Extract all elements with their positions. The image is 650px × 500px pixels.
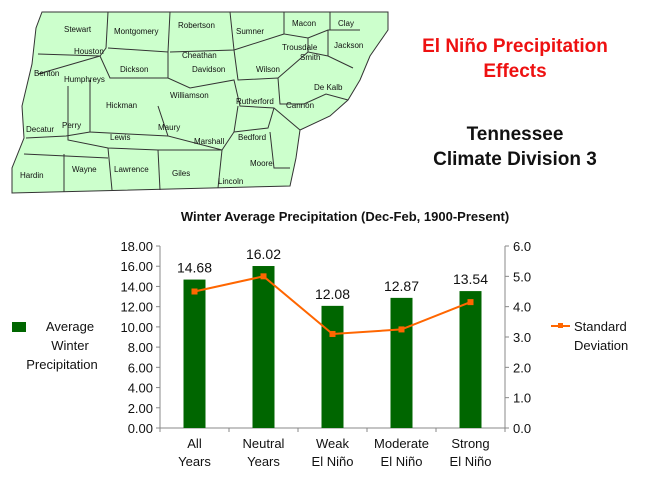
y-left-tick-label: 16.00	[120, 259, 153, 274]
county-label: Cheathan	[182, 51, 217, 60]
x-tick-label: Years	[247, 454, 280, 469]
legend-label-stddev: Standard	[574, 319, 627, 334]
chart-title: Winter Average Precipitation (Dec-Feb, 1…	[181, 209, 509, 224]
county-label: Humphreys	[64, 75, 105, 84]
series-point	[398, 326, 405, 333]
y-right-tick-label: 6.0	[513, 239, 531, 254]
y-left-tick-label: 4.00	[128, 381, 153, 396]
bar-value-label: 12.08	[315, 286, 350, 302]
bar-value-label: 14.68	[177, 260, 212, 276]
county-label: Lincoln	[218, 177, 243, 186]
bar-value-label: 13.54	[453, 271, 488, 287]
x-tick-label: El Niño	[312, 454, 354, 469]
x-tick-label: Moderate	[374, 436, 429, 451]
county-label: De Kalb	[314, 83, 343, 92]
legend-label-stddev: Deviation	[574, 338, 628, 353]
header-subtitle: Tennessee Climate Division 3	[400, 122, 630, 172]
y-right-tick-label: 2.0	[513, 360, 531, 375]
y-left-tick-label: 2.00	[128, 401, 153, 416]
series-point	[329, 330, 336, 337]
county-label: Moore	[250, 159, 273, 168]
map-borders	[23, 11, 360, 192]
y-left-tick-label: 14.00	[120, 279, 153, 294]
header-title-line2: Effects	[483, 61, 547, 82]
x-tick-label: All	[187, 436, 202, 451]
county-label: Lawrence	[114, 165, 149, 174]
series-point	[260, 273, 267, 280]
y-left-tick-label: 18.00	[120, 239, 153, 254]
header-subtitle-line1: Tennessee	[466, 124, 564, 145]
county-label: Trousdale	[282, 43, 318, 52]
series-point	[191, 288, 198, 295]
bar	[183, 279, 206, 428]
bar	[321, 305, 344, 428]
y-left-tick-label: 10.00	[120, 320, 153, 335]
county-label: Bedford	[238, 133, 266, 142]
x-tick-label: Strong	[451, 436, 489, 451]
y-right-tick-label: 0.0	[513, 421, 531, 436]
y-right-tick-label: 3.0	[513, 330, 531, 345]
county-label: Perry	[62, 121, 81, 130]
header-title-line1: El Niño Precipitation	[422, 36, 608, 57]
county-label: Montgomery	[114, 27, 158, 36]
county-label: Lewis	[110, 133, 130, 142]
bar	[390, 297, 413, 428]
county-label: Sumner	[236, 27, 264, 36]
county-label: Benton	[34, 69, 59, 78]
bar-value-label: 12.87	[384, 278, 419, 294]
county-label: Giles	[172, 169, 190, 178]
bar	[252, 266, 275, 428]
bar	[459, 291, 482, 428]
county-label: Smith	[300, 53, 320, 62]
county-label: Williamson	[170, 91, 209, 100]
x-tick-label: Neutral	[243, 436, 285, 451]
county-label: Davidson	[192, 65, 225, 74]
y-right-tick-label: 5.0	[513, 269, 531, 284]
county-label: Macon	[292, 19, 316, 28]
county-label: Rutherford	[236, 97, 274, 106]
y-right-tick-label: 4.0	[513, 300, 531, 315]
y-left-tick-label: 6.00	[128, 360, 153, 375]
county-label: Jackson	[334, 41, 363, 50]
county-label: Hardin	[20, 171, 44, 180]
county-label: Houston	[74, 47, 104, 56]
county-label: Dickson	[120, 65, 148, 74]
county-label: Decatur	[26, 125, 54, 134]
bar-value-label: 16.02	[246, 246, 281, 262]
county-label: Maury	[158, 123, 180, 132]
county-label: Wilson	[256, 65, 280, 74]
y-left-tick-label: 8.00	[128, 340, 153, 355]
x-tick-label: El Niño	[450, 454, 492, 469]
county-label: Stewart	[64, 25, 92, 34]
header-title: El Niño Precipitation Effects	[400, 34, 630, 84]
county-labels: Stewart Montgomery Robertson Sumner Maco…	[20, 19, 363, 186]
x-tick-label: El Niño	[381, 454, 423, 469]
legend-label-precip: Precipitation	[26, 357, 98, 372]
county-label: Hickman	[106, 101, 137, 110]
header-subtitle-line2: Climate Division 3	[433, 149, 597, 170]
y-right-tick-label: 1.0	[513, 391, 531, 406]
x-tick-label: Weak	[316, 436, 349, 451]
county-label: Cannon	[286, 101, 314, 110]
tennessee-map: Stewart Montgomery Robertson Sumner Maco…	[11, 11, 389, 194]
county-label: Marshall	[194, 137, 224, 146]
y-left-tick-label: 0.00	[128, 421, 153, 436]
series-point	[467, 299, 474, 306]
legend-swatch-precip	[12, 322, 26, 332]
county-label: Wayne	[72, 165, 97, 174]
y-left-tick-label: 12.00	[120, 300, 153, 315]
legend-label-precip: Winter	[51, 338, 89, 353]
x-tick-label: Years	[178, 454, 211, 469]
legend-label-precip: Average	[46, 319, 94, 334]
county-label: Robertson	[178, 21, 215, 30]
legend-marker-stddev	[558, 323, 563, 328]
county-label: Clay	[338, 19, 354, 28]
